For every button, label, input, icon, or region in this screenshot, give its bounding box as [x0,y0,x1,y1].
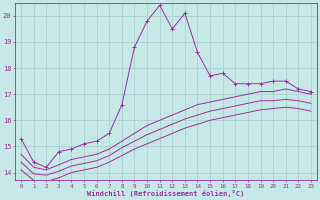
X-axis label: Windchill (Refroidissement éolien,°C): Windchill (Refroidissement éolien,°C) [87,190,244,197]
